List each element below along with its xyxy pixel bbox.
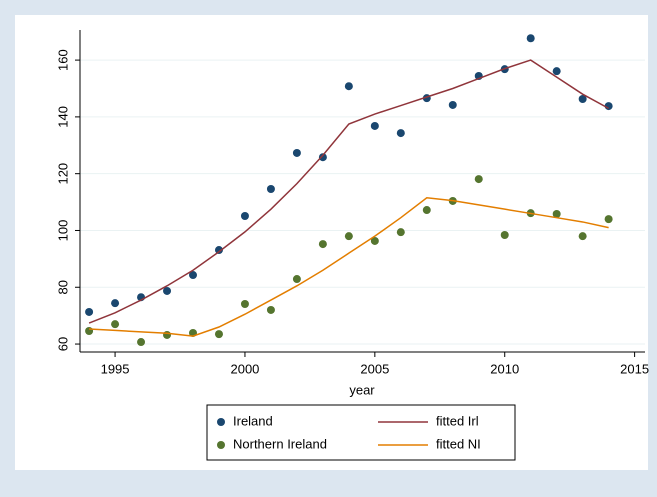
point xyxy=(448,100,457,109)
point xyxy=(266,185,275,194)
point xyxy=(552,67,561,76)
point xyxy=(604,215,613,224)
point xyxy=(240,211,249,220)
point xyxy=(500,231,509,240)
point xyxy=(578,232,587,241)
point xyxy=(240,300,249,309)
x-axis-title: year xyxy=(349,382,375,397)
point xyxy=(292,275,301,284)
point xyxy=(344,82,353,91)
x-tick-label: 2015 xyxy=(620,361,649,376)
point xyxy=(552,210,561,218)
point xyxy=(214,330,223,339)
legend-label: Ireland xyxy=(233,413,273,428)
point xyxy=(344,232,353,241)
x-tick-label: 2000 xyxy=(230,361,259,376)
legend-marker xyxy=(217,441,225,449)
fitted-line xyxy=(88,59,609,324)
point xyxy=(111,299,120,308)
point xyxy=(318,240,327,249)
legend-label: Northern Ireland xyxy=(233,436,327,451)
point xyxy=(370,236,379,245)
point xyxy=(292,148,301,157)
point xyxy=(163,330,172,339)
y-tick-label: 160 xyxy=(55,49,70,71)
point xyxy=(318,153,327,162)
x-tick-label: 1995 xyxy=(101,361,130,376)
x-tick-label: 2005 xyxy=(360,361,389,376)
point xyxy=(189,271,197,280)
y-tick-label: 120 xyxy=(55,163,70,185)
y-tick-label: 80 xyxy=(55,280,70,294)
legend-marker xyxy=(217,418,225,426)
point xyxy=(85,307,94,316)
point xyxy=(578,95,587,103)
fitted-line xyxy=(89,197,609,337)
point xyxy=(111,320,120,329)
legend-label: fitted NI xyxy=(436,436,481,451)
plot-region xyxy=(15,15,648,470)
point xyxy=(474,175,483,184)
x-tick-label: 2010 xyxy=(490,361,519,376)
point xyxy=(396,228,405,237)
point xyxy=(214,246,223,255)
point xyxy=(137,338,146,347)
point xyxy=(85,326,94,335)
legend-label: fitted Irl xyxy=(436,413,479,428)
point xyxy=(163,286,172,295)
point xyxy=(396,129,405,138)
point xyxy=(526,34,535,43)
legend-box xyxy=(206,404,516,461)
y-tick-label: 140 xyxy=(55,106,70,128)
y-tick-label: 100 xyxy=(55,220,70,242)
y-tick-label: 60 xyxy=(55,337,70,351)
point xyxy=(370,121,379,130)
point xyxy=(266,305,275,314)
point xyxy=(422,206,431,215)
